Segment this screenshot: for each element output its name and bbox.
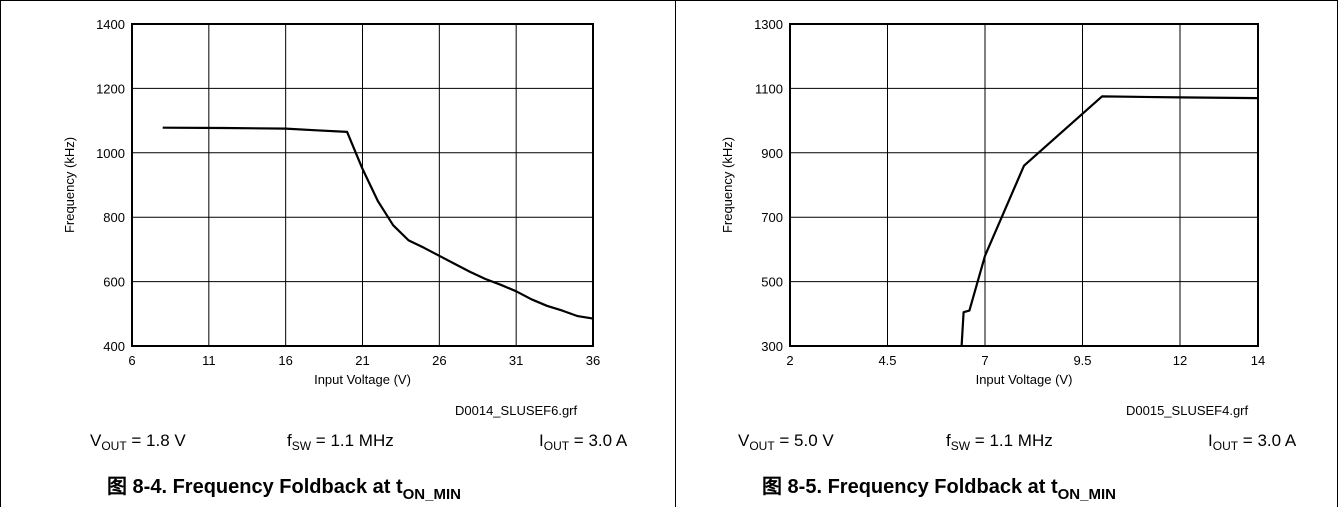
iout-subscript: OUT: [1212, 439, 1239, 453]
iout-condition: IOUT = 3.0 A: [1208, 431, 1296, 453]
figure-caption: 图 8-4. Frequency Foldback at tON_MIN: [107, 470, 461, 503]
chart-file-label: D0014_SLUSEF6.grf: [455, 403, 578, 418]
caption-subscript: ON_MIN: [1057, 486, 1116, 503]
iout-symbol: I: [1208, 431, 1213, 450]
fsw-subscript: SW: [950, 439, 971, 453]
caption-text: 图 8-5. Frequency Foldback at t: [762, 476, 1058, 498]
fsw-value: = 1.1 MHz: [311, 431, 394, 450]
fsw-subscript: SW: [291, 439, 312, 453]
y-tick-label: 1200: [96, 81, 125, 96]
vout-condition: VOUT = 1.8 V: [90, 431, 186, 453]
x-tick-label: 21: [355, 353, 369, 368]
iout-symbol: I: [539, 431, 544, 450]
fsw-symbol: f: [946, 431, 951, 450]
caption-text: 图 8-4. Frequency Foldback at t: [107, 476, 403, 498]
y-tick-label: 1000: [96, 146, 125, 161]
x-tick-label: 31: [509, 353, 523, 368]
y-tick-label: 1300: [754, 17, 783, 32]
x-axis-label: Input Voltage (V): [314, 372, 411, 387]
frame-top-border: [0, 0, 1338, 1]
series-line: [162, 126, 594, 320]
y-tick-label: 300: [761, 339, 783, 354]
x-axis-label: Input Voltage (V): [976, 372, 1073, 387]
vout-condition: VOUT = 5.0 V: [738, 431, 834, 453]
fsw-value: = 1.1 MHz: [970, 431, 1053, 450]
chart-left-svg: 6 11 16 21 26 31 36 400 600 800 1000 1200 1400 Input …: [62, 17, 600, 387]
x-tick-label: 14: [1251, 353, 1265, 368]
y-tick-label: 900: [761, 146, 783, 161]
x-tick-label: 11: [202, 353, 216, 368]
y-tick-label: 1100: [755, 81, 783, 96]
y-tick-label: 500: [761, 275, 783, 290]
figure-caption: 图 8-5. Frequency Foldback at tON_MIN: [762, 470, 1116, 503]
frame-center-divider: [675, 0, 676, 507]
y-axis-label: Frequency (kHz): [62, 137, 77, 233]
x-tick-label: 4.5: [878, 353, 896, 368]
x-tick-label: 12: [1173, 353, 1187, 368]
x-tick-label: 16: [278, 353, 292, 368]
fsw-condition: fSW = 1.1 MHz: [287, 431, 394, 453]
y-tick-label: 400: [103, 339, 125, 354]
x-tick-label: 9.5: [1073, 353, 1091, 368]
fsw-symbol: f: [287, 431, 292, 450]
vout-value: = 5.0 V: [774, 431, 834, 450]
iout-value: = 3.0 A: [569, 431, 628, 450]
x-tick-label: 26: [432, 353, 446, 368]
fsw-condition: fSW = 1.1 MHz: [946, 431, 1053, 453]
iout-subscript: OUT: [543, 439, 570, 453]
plot-area-border: [131, 23, 594, 347]
iout-value: = 3.0 A: [1238, 431, 1297, 450]
vout-value: = 1.8 V: [126, 431, 186, 450]
iout-condition: IOUT = 3.0 A: [539, 431, 627, 453]
frame-left-border: [0, 0, 1, 507]
chart-panel-left: 6 11 16 21 26 31 36 400 600 800 1000 1200 1400 Input …: [62, 17, 627, 503]
chart-right-svg: 2 4.5 7 9.5 12 14 300 500 700 900 1100 1300 Input Vo…: [720, 17, 1265, 387]
y-axis-label: Frequency (kHz): [720, 137, 735, 233]
chart-file-label: D0015_SLUSEF4.grf: [1126, 403, 1249, 418]
y-tick-label: 700: [761, 210, 783, 225]
vout-subscript: OUT: [749, 439, 775, 453]
caption-subscript: ON_MIN: [402, 486, 461, 503]
vout-symbol: V: [738, 431, 750, 450]
x-tick-label: 7: [981, 353, 988, 368]
vout-symbol: V: [90, 431, 102, 450]
vout-subscript: OUT: [101, 439, 127, 453]
plot-area-border: [789, 23, 1259, 347]
y-tick-label: 600: [103, 275, 125, 290]
y-tick-label: 1400: [96, 17, 125, 32]
y-tick-label: 800: [103, 210, 125, 225]
x-tick-label: 6: [128, 353, 135, 368]
chart-panel-right: 2 4.5 7 9.5 12 14 300 500 700 900 1100 1300 Input Vo…: [676, 0, 1337, 507]
x-tick-label: 2: [786, 353, 793, 368]
series-line: [960, 95, 1259, 347]
x-tick-label: 36: [586, 353, 600, 368]
